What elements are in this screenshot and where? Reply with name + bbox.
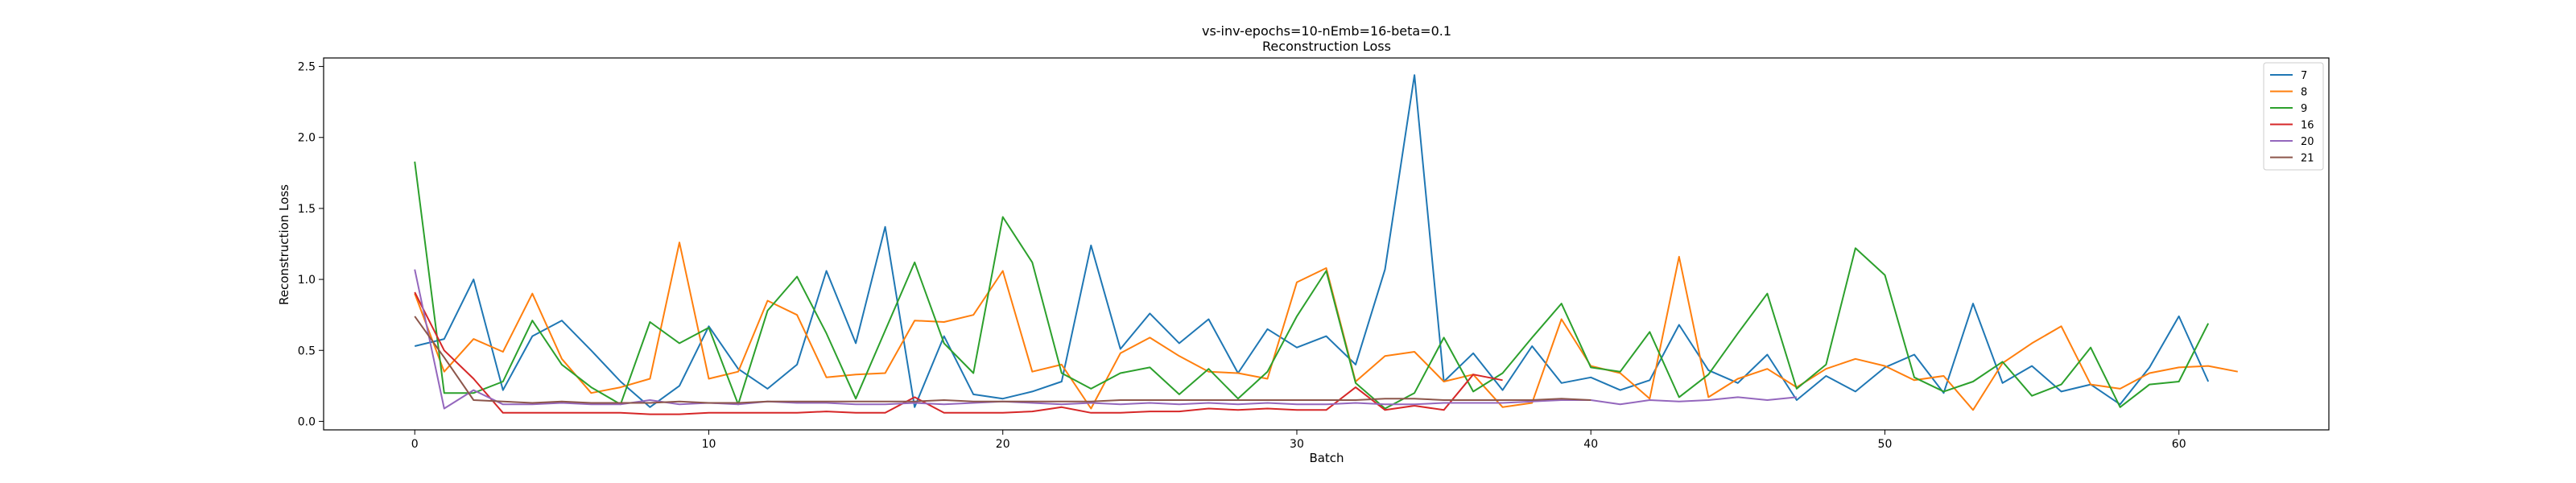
plot-area — [323, 57, 2330, 431]
legend-label: 8 — [2301, 87, 2307, 99]
x-tick-label: 40 — [1583, 438, 1598, 451]
series-line-21 — [414, 316, 1591, 404]
y-axis-label: Reconstruction Loss — [277, 184, 291, 305]
legend-label: 16 — [2301, 120, 2314, 132]
series-line-20 — [414, 269, 1797, 410]
x-tick-label: 20 — [996, 438, 1010, 451]
series-lines — [414, 74, 2238, 415]
x-tick-label: 10 — [702, 438, 716, 451]
chart-title-line1: vs-inv-epochs=10-nEmb=16-beta=0.1 — [1202, 23, 1451, 39]
legend-item: 16 — [2270, 120, 2314, 132]
y-axis: 0.0 0.5 1.0 1.5 2.0 2.5 — [298, 61, 324, 428]
y-tick-label: 2.5 — [298, 61, 316, 74]
x-tick-label: 30 — [1290, 438, 1304, 451]
legend-label: 7 — [2301, 70, 2307, 82]
legend-item: 21 — [2270, 153, 2314, 165]
y-tick-label: 0.0 — [298, 415, 316, 428]
x-axis: 0 10 20 30 40 50 60 — [411, 430, 2186, 451]
legend-item: 7 — [2270, 70, 2307, 82]
series-line-16 — [414, 291, 1503, 415]
y-tick-label: 2.0 — [298, 132, 316, 145]
series-line-9 — [414, 161, 2210, 410]
x-tick-label: 0 — [411, 438, 419, 451]
legend-item: 9 — [2270, 103, 2307, 115]
y-tick-label: 0.5 — [298, 345, 316, 357]
x-tick-label: 50 — [1878, 438, 1893, 451]
legend-item: 8 — [2270, 87, 2307, 99]
x-axis-label: Batch — [1309, 451, 1344, 465]
x-tick-label: 60 — [2172, 438, 2186, 451]
series-line-8 — [414, 242, 2238, 411]
legend-item: 20 — [2270, 136, 2314, 148]
legend-label: 9 — [2301, 103, 2307, 115]
legend-label: 20 — [2301, 136, 2314, 148]
y-tick-label: 1.5 — [298, 203, 316, 216]
legend-frame — [2263, 62, 2324, 171]
plot-frame — [323, 57, 2330, 431]
legend: 7 8 9 16 20 21 — [2263, 62, 2324, 171]
legend-label: 21 — [2301, 153, 2314, 165]
chart-title-line2: Reconstruction Loss — [1262, 39, 1391, 54]
y-tick-label: 1.0 — [298, 274, 316, 287]
series-line-7 — [414, 74, 2210, 408]
